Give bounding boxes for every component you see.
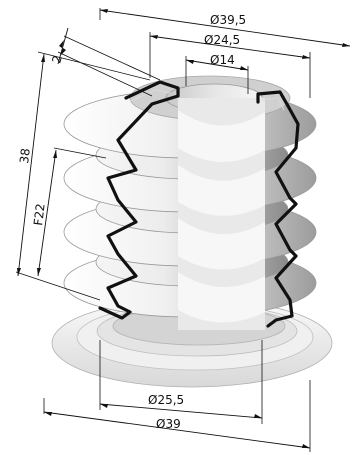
dimension-wall-thickness: 2 xyxy=(49,27,161,97)
dimension-label-fold-height: F22 xyxy=(31,203,48,227)
dimension-base-inner: Ø25,5 xyxy=(99,340,263,424)
dimension-base-outer: Ø39 xyxy=(43,380,311,452)
section-profile-left xyxy=(98,80,180,320)
dimension-label-outer-top: Ø39,5 xyxy=(210,13,246,27)
dimension-fold-height: F22 xyxy=(31,147,107,277)
dimension-middle-top: Ø24,5 xyxy=(149,32,311,98)
section-profile-right xyxy=(256,90,300,328)
dimension-label-wall-thickness: 2 xyxy=(49,54,65,65)
dimension-label-middle-top: Ø24,5 xyxy=(204,33,240,47)
dimension-label-inner-top: Ø14 xyxy=(210,53,235,67)
dimension-label-base-inner: Ø25,5 xyxy=(148,393,184,407)
dimension-label-base-outer: Ø39 xyxy=(156,417,181,431)
dimension-outer-top: Ø39,5 xyxy=(99,8,351,47)
dimension-total-height: 38 xyxy=(15,51,151,301)
cutaway-cavity xyxy=(178,98,265,330)
dimension-label-total-height: 38 xyxy=(17,147,33,164)
dimension-inner-top: Ø14 xyxy=(185,53,249,94)
